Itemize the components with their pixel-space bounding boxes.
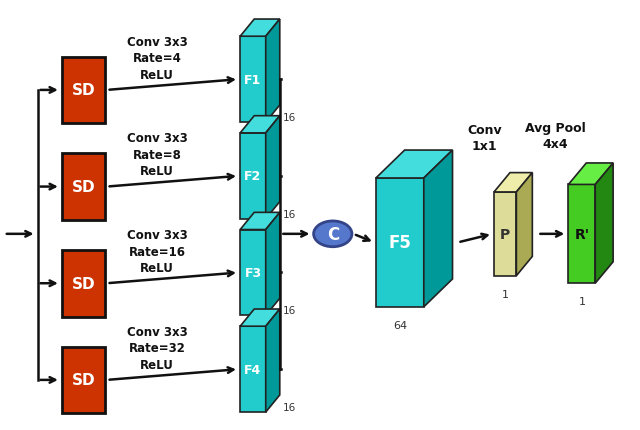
Polygon shape — [62, 154, 106, 220]
Text: 16: 16 — [283, 113, 296, 123]
Polygon shape — [240, 326, 266, 412]
Polygon shape — [266, 213, 280, 316]
Polygon shape — [240, 117, 280, 134]
Polygon shape — [376, 178, 424, 307]
Text: Avg Pool
4x4: Avg Pool 4x4 — [525, 121, 586, 150]
Polygon shape — [376, 150, 452, 178]
Text: F3: F3 — [244, 266, 262, 280]
Text: 16: 16 — [283, 306, 296, 316]
Polygon shape — [240, 230, 266, 316]
Text: 1: 1 — [502, 289, 509, 299]
Text: P: P — [500, 227, 510, 241]
Polygon shape — [240, 213, 280, 230]
Polygon shape — [568, 185, 595, 283]
Text: Conv 3x3
Rate=32
ReLU: Conv 3x3 Rate=32 ReLU — [127, 325, 188, 371]
Polygon shape — [595, 163, 613, 283]
Polygon shape — [568, 163, 613, 185]
Polygon shape — [240, 134, 266, 219]
Text: F4: F4 — [244, 363, 262, 376]
Text: C: C — [326, 225, 339, 243]
Text: SD: SD — [72, 276, 95, 291]
Polygon shape — [494, 173, 532, 193]
Text: SD: SD — [72, 83, 95, 98]
Polygon shape — [240, 20, 280, 37]
Polygon shape — [494, 193, 516, 276]
Polygon shape — [516, 173, 532, 276]
Circle shape — [314, 221, 352, 247]
Text: R': R' — [574, 227, 589, 241]
Polygon shape — [266, 309, 280, 412]
Text: 16: 16 — [283, 209, 296, 219]
Text: 64: 64 — [393, 320, 407, 330]
Text: 1: 1 — [579, 296, 586, 307]
Text: Conv 3x3
Rate=4
ReLU: Conv 3x3 Rate=4 ReLU — [127, 36, 188, 82]
Polygon shape — [62, 58, 106, 124]
Text: SD: SD — [72, 372, 95, 387]
Polygon shape — [424, 150, 452, 307]
Text: Conv
1x1: Conv 1x1 — [467, 123, 502, 152]
Polygon shape — [240, 37, 266, 123]
Polygon shape — [240, 309, 280, 326]
Polygon shape — [62, 347, 106, 413]
Text: Conv 3x3
Rate=16
ReLU: Conv 3x3 Rate=16 ReLU — [127, 228, 188, 274]
Text: F5: F5 — [388, 234, 412, 252]
Text: 16: 16 — [283, 402, 296, 412]
Text: F2: F2 — [244, 170, 262, 183]
Text: Conv 3x3
Rate=8
ReLU: Conv 3x3 Rate=8 ReLU — [127, 132, 188, 178]
Polygon shape — [266, 117, 280, 219]
Text: SD: SD — [72, 180, 95, 195]
Polygon shape — [62, 250, 106, 317]
Text: F1: F1 — [244, 74, 262, 86]
Polygon shape — [266, 20, 280, 123]
